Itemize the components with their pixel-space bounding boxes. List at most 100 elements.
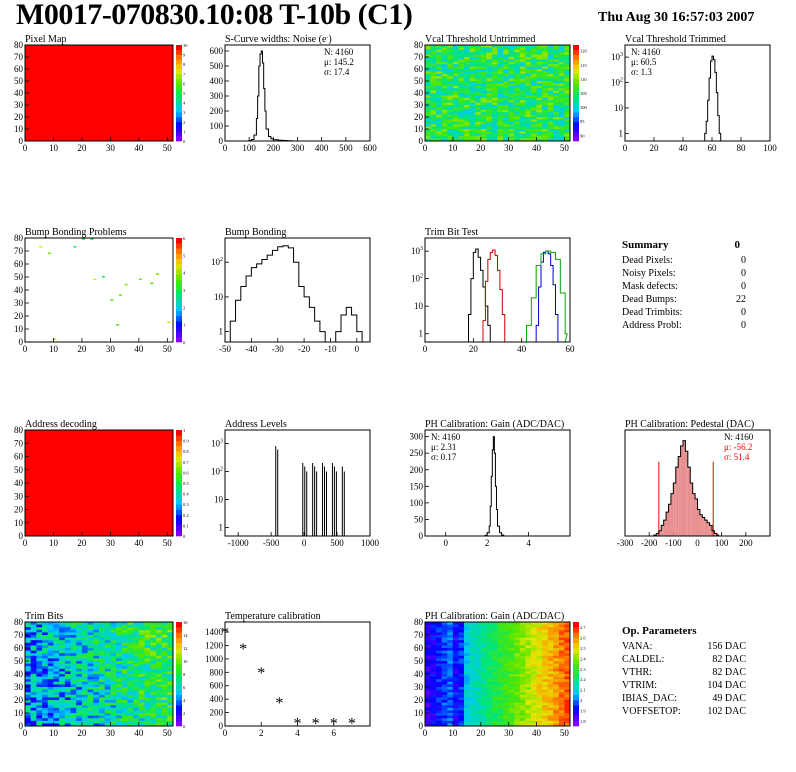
heatmap-cell: [480, 629, 487, 633]
heatmap-cell: [70, 666, 77, 670]
heatmap-cell: [25, 710, 32, 714]
heatmap-cell: [138, 700, 145, 703]
colorbar-segment: [573, 59, 579, 65]
heatmap-cell: [558, 126, 565, 130]
heatmap-cell: [547, 645, 554, 649]
heatmap-cell: [133, 684, 140, 688]
heatmap-cell: [116, 622, 123, 625]
heatmap-cell: [564, 47, 571, 51]
heatmap-cell: [508, 692, 515, 696]
tick-exponent: 3: [220, 438, 223, 444]
heatmap-cell: [167, 622, 174, 625]
heatmap-cell: [81, 676, 89, 680]
heatmap-cell: [458, 112, 465, 115]
heatmap-cell: [121, 622, 128, 625]
heatmap-cell: [525, 715, 532, 719]
heatmap-cell: [81, 697, 89, 701]
heatmap-cell: [558, 637, 565, 641]
heatmap-cell: [64, 650, 71, 654]
heatmap-cell: [155, 627, 163, 631]
heatmap-cell: [436, 622, 443, 625]
heatmap-cell: [530, 666, 537, 670]
heatmap-cell: [486, 95, 493, 99]
heatmap-cell: [42, 700, 49, 703]
heatmap-cell: [452, 121, 459, 125]
heatmap-cell: [469, 645, 476, 649]
x-tick-label: 80: [737, 143, 747, 153]
heatmap-cell: [519, 666, 526, 670]
heatmap-cell: [486, 632, 493, 636]
heatmap-cell: [76, 710, 83, 714]
heatmap-cell: [491, 76, 498, 79]
heatmap-cell: [553, 95, 560, 99]
colorbar-segment: [176, 97, 182, 103]
heatmap-cell: [536, 642, 543, 646]
y-tick-label: 60: [14, 64, 24, 74]
heatmap-cell: [464, 83, 471, 87]
heatmap-cell: [464, 700, 471, 703]
heatmap-cell: [121, 718, 128, 722]
colorbar-segment: [176, 78, 182, 84]
heatmap-cell: [497, 674, 504, 677]
heatmap-cell: [553, 674, 560, 677]
heatmap-point: [90, 238, 94, 240]
heatmap-cell: [475, 694, 482, 698]
heatmap-cell: [503, 102, 510, 106]
heatmap-cell: [530, 689, 537, 693]
heatmap-cell: [497, 666, 504, 670]
heatmap-cell: [530, 66, 537, 70]
heatmap-cell: [441, 705, 448, 709]
x-tick-label: 40: [532, 143, 542, 153]
colorbar-segment: [176, 461, 182, 468]
heatmap-cell: [469, 713, 476, 716]
x-tick-label: 60: [566, 344, 576, 354]
heatmap-cell: [519, 713, 526, 716]
heatmap-cell: [530, 100, 537, 103]
heatmap-cell: [542, 723, 549, 727]
heatmap-cell: [42, 676, 49, 680]
heatmap-cell: [425, 105, 431, 108]
heatmap-cell: [564, 718, 571, 722]
heatmap-cell: [138, 684, 145, 688]
x-tick-label: 50: [163, 344, 173, 354]
heatmap-cell: [475, 648, 482, 651]
heatmap-cell: [497, 109, 504, 113]
histogram-series-0: [468, 248, 493, 343]
heatmap-cell: [564, 642, 571, 646]
heatmap-cell: [564, 715, 571, 719]
heatmap-cell: [491, 624, 498, 628]
heatmap-cell: [480, 78, 487, 82]
heatmap-cell: [150, 658, 157, 662]
heatmap-cell: [47, 705, 54, 709]
heatmap-cell: [76, 658, 83, 662]
heatmap-cell: [64, 648, 71, 651]
heatmap-cell: [127, 715, 134, 719]
heatmap-cell: [564, 648, 571, 651]
heatmap-cell: [76, 635, 83, 638]
heatmap-cell: [138, 707, 145, 711]
tick-label: 102: [211, 466, 223, 476]
heatmap-cell: [480, 95, 487, 99]
heatmap-cell: [508, 138, 515, 142]
heatmap-cell: [430, 624, 437, 628]
heatmap-cell: [491, 59, 498, 63]
heatmap-cell: [458, 645, 465, 649]
heatmap-cell: [150, 702, 157, 706]
heatmap-cell: [469, 637, 476, 641]
heatmap-cell: [25, 653, 32, 657]
heatmap-cell: [30, 681, 37, 685]
stats-entry: N: 4160: [631, 47, 661, 57]
heatmap-cell: [430, 640, 437, 644]
heatmap-cell: [497, 129, 504, 132]
heatmap-cell: [441, 107, 448, 111]
heatmap-cell: [452, 71, 459, 75]
heatmap-cell: [486, 700, 493, 703]
heatmap-cell: [430, 642, 437, 646]
heatmap-cell: [525, 705, 532, 709]
heatmap-cell: [475, 635, 482, 638]
heatmap-cell: [480, 655, 487, 659]
heatmap-cell: [491, 715, 498, 719]
heatmap-cell: [530, 95, 537, 99]
heatmap-cell: [452, 83, 459, 87]
heatmap-cell: [30, 694, 37, 698]
